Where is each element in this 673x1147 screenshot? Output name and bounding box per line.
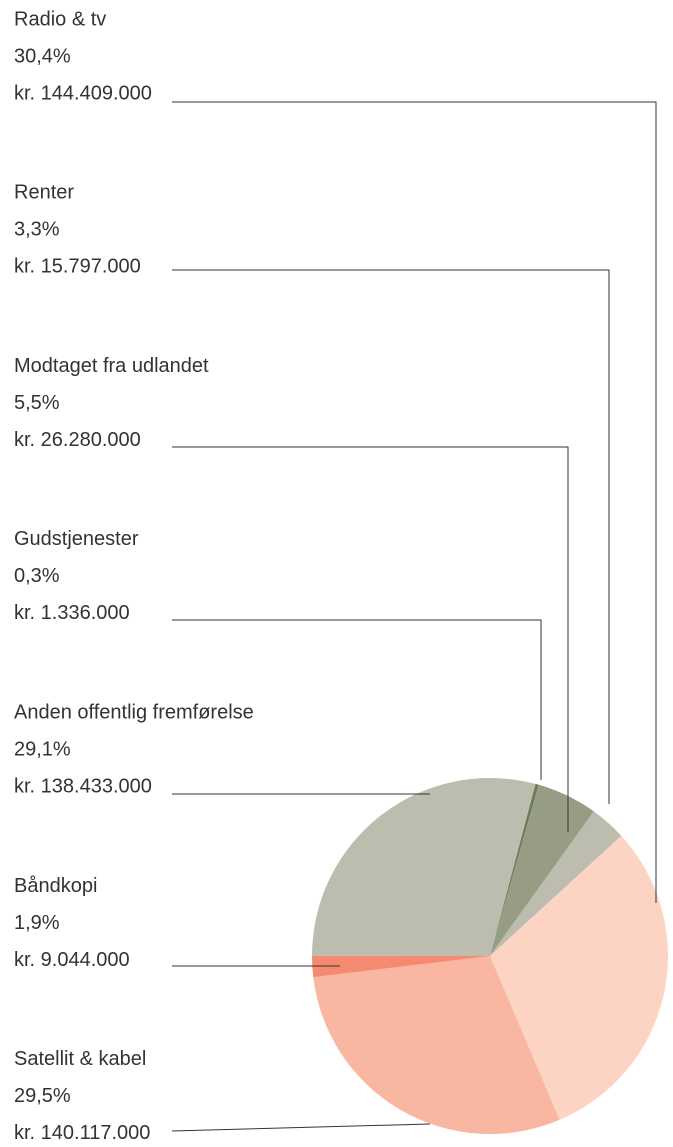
slice-amount: kr. 138.433.000 [14,775,152,797]
slice-amount: kr. 15.797.000 [14,256,141,278]
slice-label: Anden offentlig fremførelse [14,701,254,723]
slice-label: Radio & tv [14,8,106,30]
slice-label: Modtaget fra udlandet [14,355,209,377]
leader-line [172,101,657,903]
slice-label: Satellit & kabel [14,1048,146,1070]
slice-amount: kr. 9.044.000 [14,949,130,971]
slice-percent: 3,3% [14,219,60,241]
slice-percent: 30,4% [14,45,71,67]
pie-slice [490,835,668,1120]
leader-line [172,446,569,832]
pie-slice [312,955,490,978]
leader-line [172,269,610,804]
slice-percent: 1,9% [14,912,60,934]
pie-slice [490,811,622,956]
slice-amount: kr. 26.280.000 [14,429,141,451]
leader-line [172,619,542,780]
slice-percent: 5,5% [14,392,60,414]
pie-slice [312,777,536,956]
pie-slice [313,956,560,1135]
slice-label: Gudstjenester [14,528,139,550]
slice-percent: 29,5% [14,1085,71,1107]
slice-amount: kr. 140.117.000 [14,1122,150,1142]
slice-amount: kr. 1.336.000 [14,602,130,624]
leader-line [171,1123,431,1132]
slice-percent: 0,3% [14,565,60,587]
slice-label: Båndkopi [14,875,97,897]
pie-slice [490,783,539,956]
slice-percent: 29,1% [14,738,71,760]
slice-amount: kr. 144.409.000 [14,82,152,104]
slice-label: Renter [14,182,74,204]
